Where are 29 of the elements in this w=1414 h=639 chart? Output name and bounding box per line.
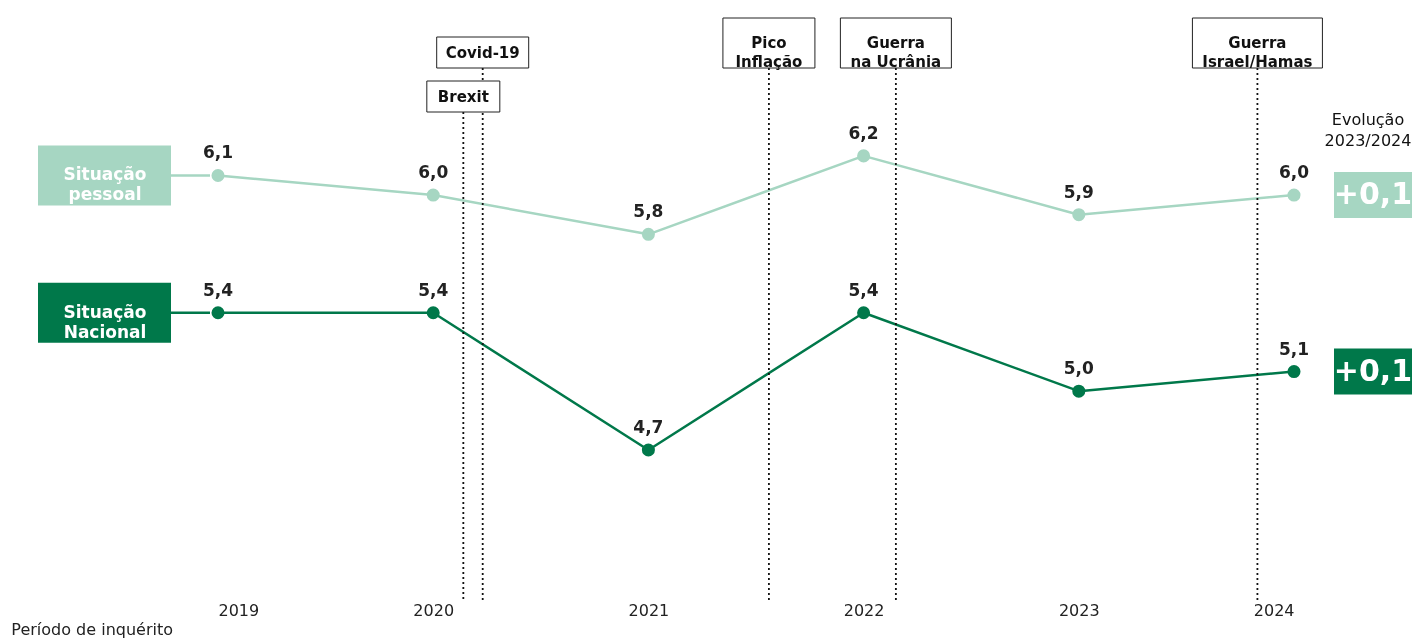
x-tick-label: 2022 [843, 600, 885, 620]
data-label: 5,9 [1063, 181, 1094, 202]
ref-line-label: Covid-19 [445, 43, 520, 62]
data-label: 5,4 [848, 279, 879, 300]
x-tick-label: 2023 [1058, 600, 1100, 620]
ref-line-label: Pico Inflação [735, 34, 803, 71]
x-axis-title: Período de inquérito [11, 620, 173, 639]
data-label: 4,7 [633, 417, 664, 437]
data-label: 5,4 [202, 279, 234, 300]
legend-label: Situação pessoal [63, 164, 147, 205]
annotation: +0,1 [1333, 176, 1413, 212]
legend-label: Situação Nacional [63, 301, 147, 342]
x-tick-label: 2019 [218, 600, 260, 620]
data-label: 5,0 [1063, 358, 1095, 379]
ref-line-label: Brexit [437, 87, 489, 106]
x-tick-label: 2021 [628, 600, 670, 620]
data-label: 6,0 [1278, 162, 1310, 183]
data-label: 6,0 [418, 162, 449, 183]
data-label: 5,8 [633, 201, 664, 222]
x-tick-label: 2020 [413, 600, 455, 620]
data-label: 5,4 [418, 279, 449, 300]
ref-line-label: Guerra Israel/Hamas [1202, 34, 1313, 71]
data-label: 5,1 [1278, 338, 1310, 359]
ref-line-label: Guerra na Ucrânia [850, 34, 942, 71]
data-label: 6,2 [848, 122, 879, 143]
annotation: +0,1 [1333, 352, 1413, 388]
data-label: 6,1 [202, 142, 234, 163]
text: Evolução 2023/2024 [1324, 110, 1412, 150]
x-tick-label: 2024 [1253, 600, 1295, 620]
